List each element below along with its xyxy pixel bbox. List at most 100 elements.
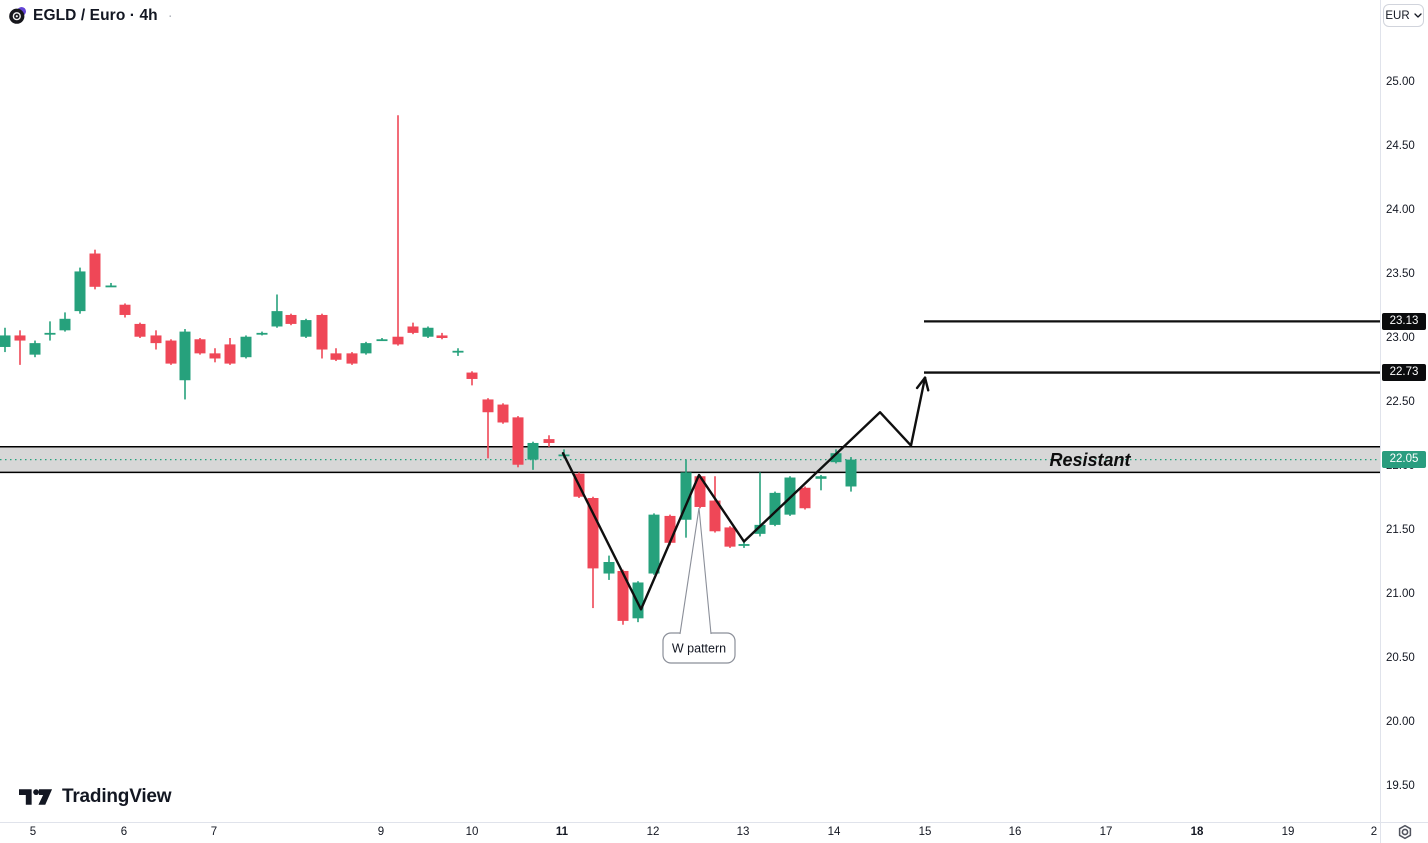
candle-up xyxy=(603,562,615,574)
symbol-header[interactable]: EGLD / Euro · 4h · xyxy=(8,6,173,25)
tradingview-watermark: TradingView xyxy=(19,786,172,808)
candle-up xyxy=(74,271,86,312)
candle-up xyxy=(29,343,41,355)
price-tick: 21.00 xyxy=(1386,588,1415,600)
candle-down xyxy=(134,323,146,337)
candle-up xyxy=(376,339,388,342)
candle-down xyxy=(436,335,448,338)
time-tick: 19 xyxy=(1281,826,1295,838)
candle-up xyxy=(845,459,857,487)
tradingview-logo-icon xyxy=(19,789,53,805)
resistance-zone-label: Resistant xyxy=(1049,450,1131,470)
price-tick: 20.50 xyxy=(1386,652,1415,664)
candle-down xyxy=(617,570,629,621)
currency-selector-button[interactable]: EUR xyxy=(1383,4,1424,27)
candle-down xyxy=(799,487,811,509)
target-price-label-2: 22.73 xyxy=(1382,364,1426,382)
time-tick: 11 xyxy=(555,826,569,838)
candle-down xyxy=(664,515,676,543)
candle-down xyxy=(150,335,162,344)
candle-down xyxy=(512,417,524,465)
candle-down xyxy=(392,336,404,345)
axis-settings-icon[interactable] xyxy=(1396,824,1414,842)
price-tick: 20.00 xyxy=(1386,716,1415,728)
candle-down xyxy=(724,527,736,547)
candle-up xyxy=(179,331,191,381)
candle-up xyxy=(271,311,283,327)
price-tick: 19.50 xyxy=(1386,780,1415,792)
time-tick: 12 xyxy=(646,826,660,838)
candle-up xyxy=(815,476,827,479)
price-tick: 24.50 xyxy=(1386,140,1415,152)
time-tick: 14 xyxy=(827,826,841,838)
candle-up xyxy=(240,336,252,358)
candle-down xyxy=(285,314,297,324)
egld-symbol-icon xyxy=(9,7,26,24)
candle-down xyxy=(165,340,177,364)
price-axis[interactable]: 19.5020.0020.5021.0021.5022.0022.5023.00… xyxy=(1381,0,1428,822)
candle-down xyxy=(482,399,494,413)
time-tick: 15 xyxy=(918,826,932,838)
candle-up xyxy=(680,472,692,520)
time-tick: 9 xyxy=(377,826,385,838)
candle-down xyxy=(694,476,706,507)
candle-down xyxy=(119,304,131,315)
candle-down xyxy=(209,353,221,359)
candle-down xyxy=(14,335,26,341)
time-tick: 16 xyxy=(1008,826,1022,838)
candle-down xyxy=(89,253,101,287)
candle-up xyxy=(754,524,766,534)
price-tick: 23.50 xyxy=(1386,268,1415,280)
price-tick: 22.50 xyxy=(1386,396,1415,408)
candle-down xyxy=(224,344,236,364)
time-tick: 18 xyxy=(1190,826,1204,838)
candle-down xyxy=(587,498,599,569)
arrow-head xyxy=(915,376,927,390)
time-axis[interactable]: 5 6 7 9 10 11 12 13 14 15 16 17 18 19 2 xyxy=(0,823,1380,843)
candle-down xyxy=(346,353,358,364)
candle-up xyxy=(648,514,660,574)
target-price-label-1: 23.13 xyxy=(1382,312,1426,330)
time-tick: 10 xyxy=(465,826,479,838)
candle-up xyxy=(300,320,312,337)
price-tick: 23.00 xyxy=(1386,332,1415,344)
candle-up xyxy=(452,350,464,353)
arrow-head xyxy=(923,376,930,392)
candle-up xyxy=(360,343,372,354)
price-tick: 25.00 xyxy=(1386,76,1415,88)
price-axis-separator xyxy=(1380,0,1381,843)
candle-down xyxy=(407,326,419,333)
candle-up xyxy=(527,442,539,460)
time-tick: 13 xyxy=(736,826,750,838)
candle-up xyxy=(769,492,781,525)
candlestick-chart-canvas[interactable]: Resistant W pattern xyxy=(0,0,1380,822)
price-tick: 21.50 xyxy=(1386,524,1415,536)
w-pattern-pointer-edge xyxy=(679,507,700,635)
candle-up xyxy=(59,318,71,331)
candle-up xyxy=(256,332,268,335)
candle-down xyxy=(709,500,721,532)
symbol-title[interactable]: EGLD / Euro · 4h xyxy=(33,6,158,24)
candle-up xyxy=(738,544,750,546)
time-tick: 6 xyxy=(120,826,128,838)
w-pattern-pointer-edge xyxy=(698,507,712,635)
zigzag-trend-arrow xyxy=(561,376,927,611)
time-tick: 17 xyxy=(1099,826,1113,838)
w-pattern-label: W pattern xyxy=(672,642,726,656)
chevron-down-icon xyxy=(1413,13,1422,18)
candle-up xyxy=(0,335,11,347)
candle-down xyxy=(330,353,342,360)
w-pattern-pointer-fill xyxy=(680,508,711,635)
time-tick: 5 xyxy=(29,826,37,838)
candle-down xyxy=(194,339,206,354)
price-tick: 24.00 xyxy=(1386,204,1415,216)
tradingview-brand-text: TradingView xyxy=(62,786,172,807)
time-tick: 7 xyxy=(210,826,218,838)
title-separator-dot: · xyxy=(167,7,173,24)
candle-down xyxy=(316,314,328,350)
time-tick: 2 xyxy=(1370,826,1378,838)
candle-up xyxy=(422,327,434,337)
candle-up xyxy=(105,285,117,288)
candle-down xyxy=(543,439,555,443)
